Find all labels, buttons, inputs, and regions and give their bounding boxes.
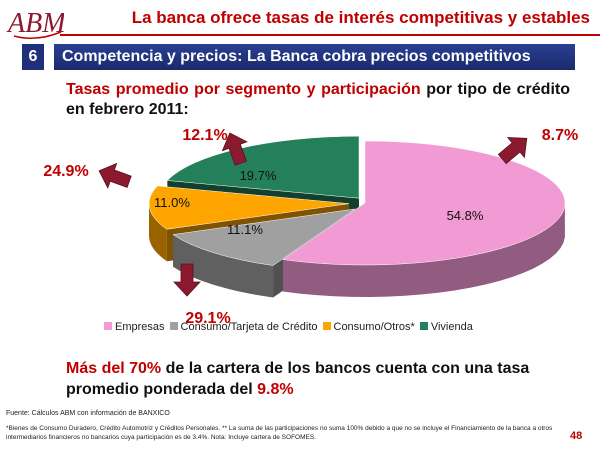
slice-rate-label: 8.7% [542, 127, 578, 144]
legend-label: Empresas [115, 321, 165, 333]
legend-item: Empresas [104, 321, 165, 333]
subtitle-rest: por tipo de crédito en febrero 2011: [66, 81, 570, 118]
rate-arrow [221, 132, 248, 166]
legend-label: Vivienda [430, 321, 473, 333]
pie-slice-consumo-tarjeta-de-cr-dito [172, 208, 356, 266]
legend-item: Consumo/Otros* [322, 321, 415, 333]
slice-share-label: 19.7% [240, 168, 277, 183]
conclusion-rate: 9.8% [257, 381, 294, 398]
pie-slice-consumo-otros- [148, 185, 350, 230]
legend-swatch [169, 322, 178, 330]
slice-share-label: 11.0% [154, 195, 190, 210]
pie-slice-empresas [282, 140, 566, 266]
page-number: 48 [570, 430, 583, 442]
source-note: Fuente: Cálculos ABM con información de … [6, 410, 170, 417]
pie-wall-consumo-otros- [149, 203, 167, 262]
section-number-badge: 6 [22, 44, 44, 70]
conclusion-body: de la cartera de los bancos cuenta con u… [66, 360, 530, 398]
pie-wall-consumo-tarjeta-de-cr-dito [172, 234, 274, 298]
section-title-bar: Competencia y precios: La Banca cobra pr… [54, 44, 575, 70]
legend-swatch [419, 322, 428, 330]
chart-subtitle: Tasas promedio por segmento y participac… [66, 80, 570, 120]
slice-share-label: 54.8% [447, 208, 484, 223]
legend-item: Consumo/Tarjeta de Crédito [169, 321, 318, 333]
rate-arrow [497, 137, 528, 165]
legend-swatch [104, 322, 112, 330]
subtitle-highlight: Tasas promedio por segmento y participac… [66, 81, 421, 98]
legend-swatch [322, 322, 331, 330]
pie-wall-empresas [282, 205, 565, 297]
rate-arrow [173, 263, 201, 297]
header-title: La banca ofrece tasas de interés competi… [131, 8, 590, 27]
header-divider [60, 34, 600, 36]
abm-logo: ABM [6, 2, 67, 42]
chart-legend: Empresas Consumo/Tarjeta de Crédito Consum… [104, 321, 478, 333]
slice-rate-label: 29.1% [185, 310, 230, 327]
slice-rate-label: 24.9% [43, 163, 88, 180]
footnote: *Bienes de Consumo Duradero, Crédito Aut… [6, 425, 553, 441]
legend-item: Vivienda [419, 321, 473, 333]
conclusion-text: Más del 70% de la cartera de los bancos … [66, 358, 586, 400]
legend-label: Consumo/Tarjeta de Crédito [180, 321, 318, 333]
conclusion-highlight: Más del 70% [66, 360, 162, 377]
pie-chart: 54.8% 8.7% 11.1% 29.1% 11.0% 24.9% 19.7% 12.1% [43, 127, 578, 327]
slice-rate-label: 12.1% [182, 127, 227, 144]
legend-label: Consumo/Otros* [333, 321, 415, 333]
rate-arrow [98, 162, 132, 189]
slice-share-label: 11.1% [227, 222, 263, 237]
